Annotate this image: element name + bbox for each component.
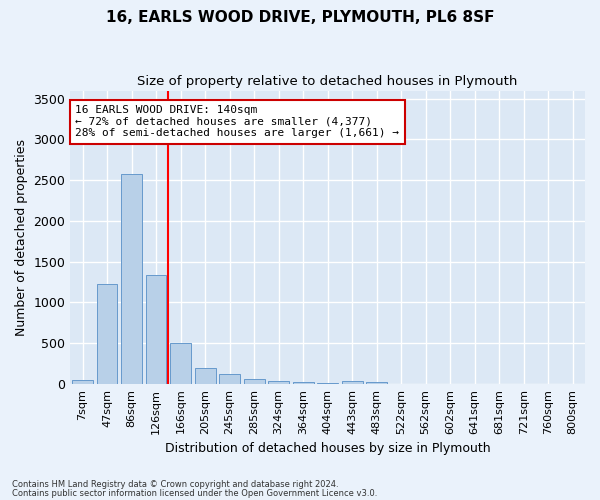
Text: Contains public sector information licensed under the Open Government Licence v3: Contains public sector information licen… <box>12 488 377 498</box>
X-axis label: Distribution of detached houses by size in Plymouth: Distribution of detached houses by size … <box>165 442 490 455</box>
Bar <box>366 382 387 384</box>
Bar <box>317 382 338 384</box>
Title: Size of property relative to detached houses in Plymouth: Size of property relative to detached ho… <box>137 75 518 88</box>
Bar <box>170 343 191 384</box>
Bar <box>146 274 166 384</box>
Y-axis label: Number of detached properties: Number of detached properties <box>15 138 28 336</box>
Bar <box>121 174 142 384</box>
Bar <box>219 374 240 384</box>
Bar <box>72 380 93 384</box>
Bar <box>194 368 215 384</box>
Bar <box>244 380 265 384</box>
Bar <box>342 382 362 384</box>
Bar <box>268 382 289 384</box>
Bar <box>97 284 118 384</box>
Text: Contains HM Land Registry data © Crown copyright and database right 2024.: Contains HM Land Registry data © Crown c… <box>12 480 338 489</box>
Text: 16 EARLS WOOD DRIVE: 140sqm
← 72% of detached houses are smaller (4,377)
28% of : 16 EARLS WOOD DRIVE: 140sqm ← 72% of det… <box>76 105 400 138</box>
Text: 16, EARLS WOOD DRIVE, PLYMOUTH, PL6 8SF: 16, EARLS WOOD DRIVE, PLYMOUTH, PL6 8SF <box>106 10 494 25</box>
Bar <box>293 382 314 384</box>
